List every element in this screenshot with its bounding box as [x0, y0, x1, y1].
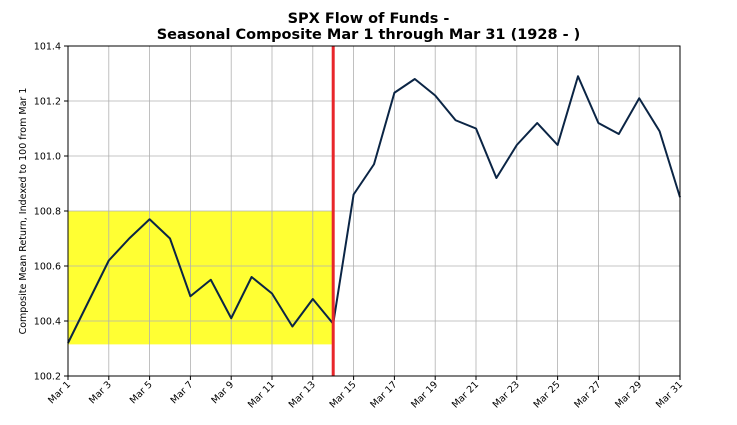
x-tick-label: Mar 3: [87, 379, 114, 406]
x-tick-label: Mar 13: [287, 379, 318, 410]
x-tick-label: Mar 25: [532, 379, 563, 410]
x-tick-label: Mar 7: [169, 379, 196, 406]
x-axis: Mar 1 Mar 3 Mar 5 Mar 7 Mar 9 Mar 11 Mar 13 Mar…: [46, 376, 685, 410]
y-axis-label: Composite Mean Return, Indexed to 100 fr…: [18, 88, 29, 335]
y-tick-label: 100.4: [34, 317, 61, 328]
x-tick-label: Mar 21: [450, 379, 481, 410]
y-tick-label: 100.2: [34, 372, 61, 383]
y-axis: 100.2 100.4 100.6 100.8 101.0 101.2 101.4: [34, 42, 68, 383]
x-tick-label: Mar 23: [491, 379, 522, 410]
x-tick-label: Mar 31: [654, 379, 685, 410]
y-tick-label: 101.0: [34, 152, 61, 163]
chart-title-line2: Seasonal Composite Mar 1 through Mar 31 …: [156, 27, 581, 43]
y-tick-label: 101.4: [34, 42, 61, 53]
y-tick-label: 100.6: [34, 262, 61, 273]
x-tick-label: Mar 1: [46, 379, 73, 406]
series-line: [67, 75, 681, 344]
y-tick-label: 100.8: [34, 207, 61, 218]
y-tick-label: 101.2: [34, 97, 61, 108]
x-tick-label: Mar 27: [572, 379, 603, 410]
chart-title-line1: SPX Flow of Funds -: [287, 11, 450, 27]
x-tick-label: Mar 29: [613, 379, 644, 410]
x-tick-label: Mar 9: [209, 379, 236, 406]
x-tick-label: Mar 17: [368, 379, 399, 410]
x-tick-label: Mar 11: [246, 379, 277, 410]
x-tick-label: Mar 5: [128, 379, 155, 406]
x-tick-label: Mar 15: [328, 379, 359, 410]
x-tick-label: Mar 19: [409, 379, 440, 410]
